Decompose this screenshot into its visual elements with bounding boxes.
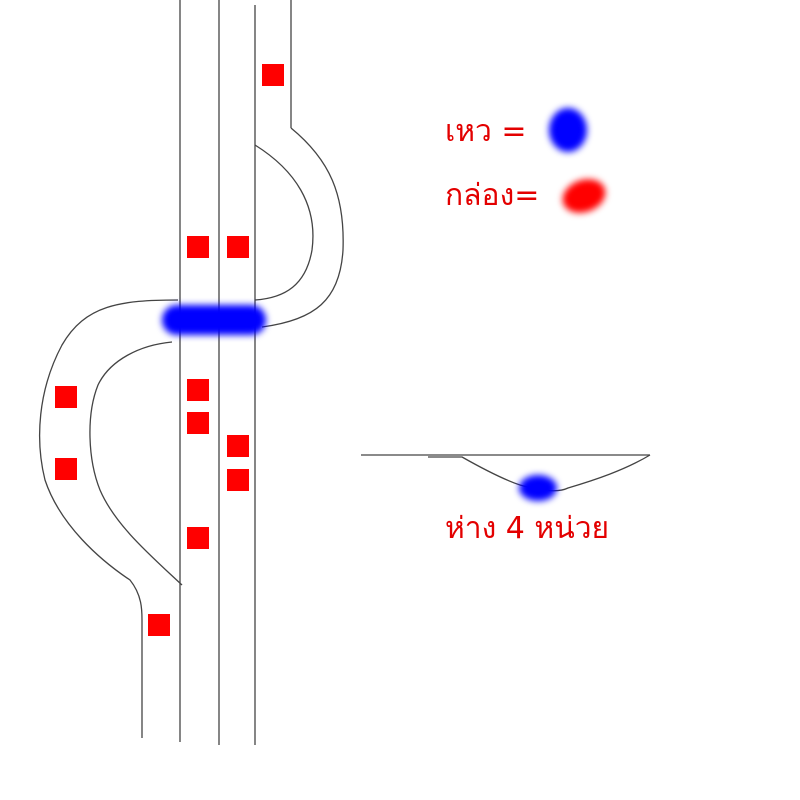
legend-box-label: กล่อง= <box>445 178 539 213</box>
inset-gap <box>519 475 557 501</box>
inset-caption: ห่าง 4 หน่วย <box>445 511 609 546</box>
box <box>227 469 249 491</box>
box <box>55 458 77 480</box>
road-lines <box>38 0 651 745</box>
road-gap <box>162 305 266 335</box>
box <box>187 236 209 258</box>
box <box>187 412 209 434</box>
box <box>262 64 284 86</box>
box <box>148 614 170 636</box>
box <box>187 527 209 549</box>
gaps <box>162 108 587 501</box>
boxes <box>55 64 284 636</box>
box <box>55 386 77 408</box>
upper-curve-inner <box>254 144 314 301</box>
left-curve-outer <box>38 299 179 738</box>
box <box>227 435 249 457</box>
box <box>187 379 209 401</box>
legend-gap-label: เหว = <box>445 114 527 149</box>
upper-curve-outer <box>261 127 344 328</box>
box <box>227 236 249 258</box>
legend-box-swatch <box>562 179 606 213</box>
legend-gap-swatch <box>549 108 587 152</box>
left-curve-inner <box>89 341 183 586</box>
